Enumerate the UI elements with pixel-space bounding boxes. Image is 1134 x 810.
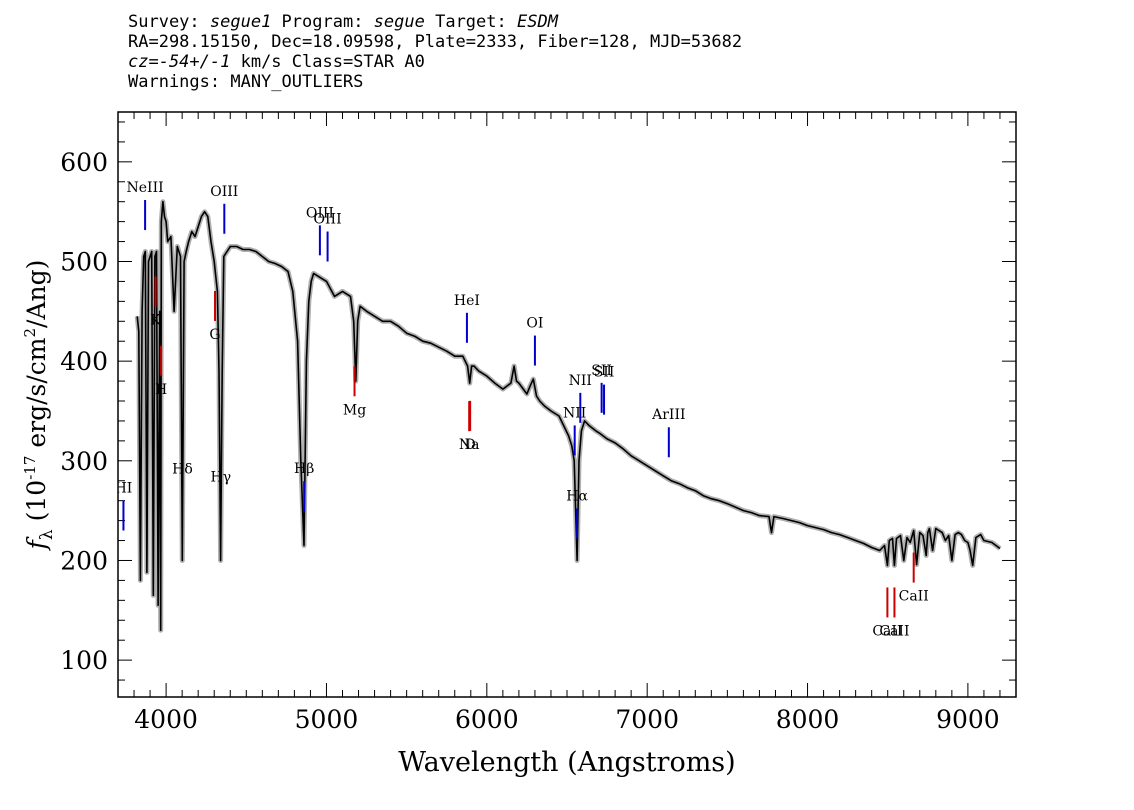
y-tick-label: 400 [60, 347, 108, 376]
emission-line-label: NeIII [127, 180, 164, 196]
y-tick-label: 200 [60, 546, 108, 575]
absorption-line-label: Mg [343, 402, 366, 418]
x-tick-label: 4000 [134, 705, 198, 734]
emission-line-label: Hδ [172, 461, 193, 477]
absorption-line-label: CaII [899, 589, 929, 605]
absorption-line-label: G [209, 327, 220, 343]
y-tick-label: 500 [60, 247, 108, 276]
x-tick-label: 8000 [776, 705, 840, 734]
absorption-line-label: K [150, 313, 161, 329]
header-line-warnings: Warnings: MANY_OUTLIERS [128, 72, 364, 92]
emission-line-label: OIII [314, 212, 342, 228]
header-line-coordinates: RA=298.15150, Dec=18.09598, Plate=2333, … [128, 32, 743, 52]
spectrum-line [136, 200, 1001, 632]
emission-line-label: Hγ [210, 470, 231, 486]
emission-line-label: Hβ [294, 461, 314, 477]
x-tick-label: 6000 [455, 705, 519, 734]
emission-line-label: OIII [210, 184, 238, 200]
emission-line-label: OIII [306, 205, 334, 221]
absorption-line-label: D [465, 437, 476, 453]
absorption-line-label: CaII [879, 623, 909, 639]
y-tick-label: 600 [60, 148, 108, 177]
x-tick-label: 9000 [936, 705, 1000, 734]
emission-line-label: SII [591, 363, 612, 379]
emission-line-label: OI [526, 316, 543, 332]
emission-line-label: NII [569, 373, 592, 389]
emission-line-label: HeI [454, 293, 480, 309]
emission-line-label: NII [563, 405, 586, 421]
header-line-redshift: cz=-54+/-1 km/s Class=STAR A0 [128, 52, 425, 72]
emission-line-label: Hα [566, 488, 588, 504]
spectrum-header: Survey: segue1 Program: segue Target: ES… [128, 12, 742, 92]
y-axis-label: fλ (10-17 erg/s/cm2/Ang) [21, 260, 57, 552]
x-tick-label: 7000 [615, 705, 679, 734]
absorption-line-label: Na [459, 437, 480, 453]
emission-line-label: ArIII [651, 407, 685, 423]
emission-line-label: SII [594, 365, 615, 381]
emission-line-label: HI [115, 480, 133, 496]
header-line-survey: Survey: segue1 Program: segue Target: ES… [128, 12, 558, 32]
y-tick-label: 300 [60, 447, 108, 476]
x-axis-label: Wavelength (Angstroms) [398, 747, 735, 778]
x-tick-label: 5000 [295, 705, 359, 734]
absorption-line-label: H [155, 382, 167, 398]
y-tick-label: 100 [60, 646, 108, 675]
absorption-line-label: CaII [872, 623, 902, 639]
